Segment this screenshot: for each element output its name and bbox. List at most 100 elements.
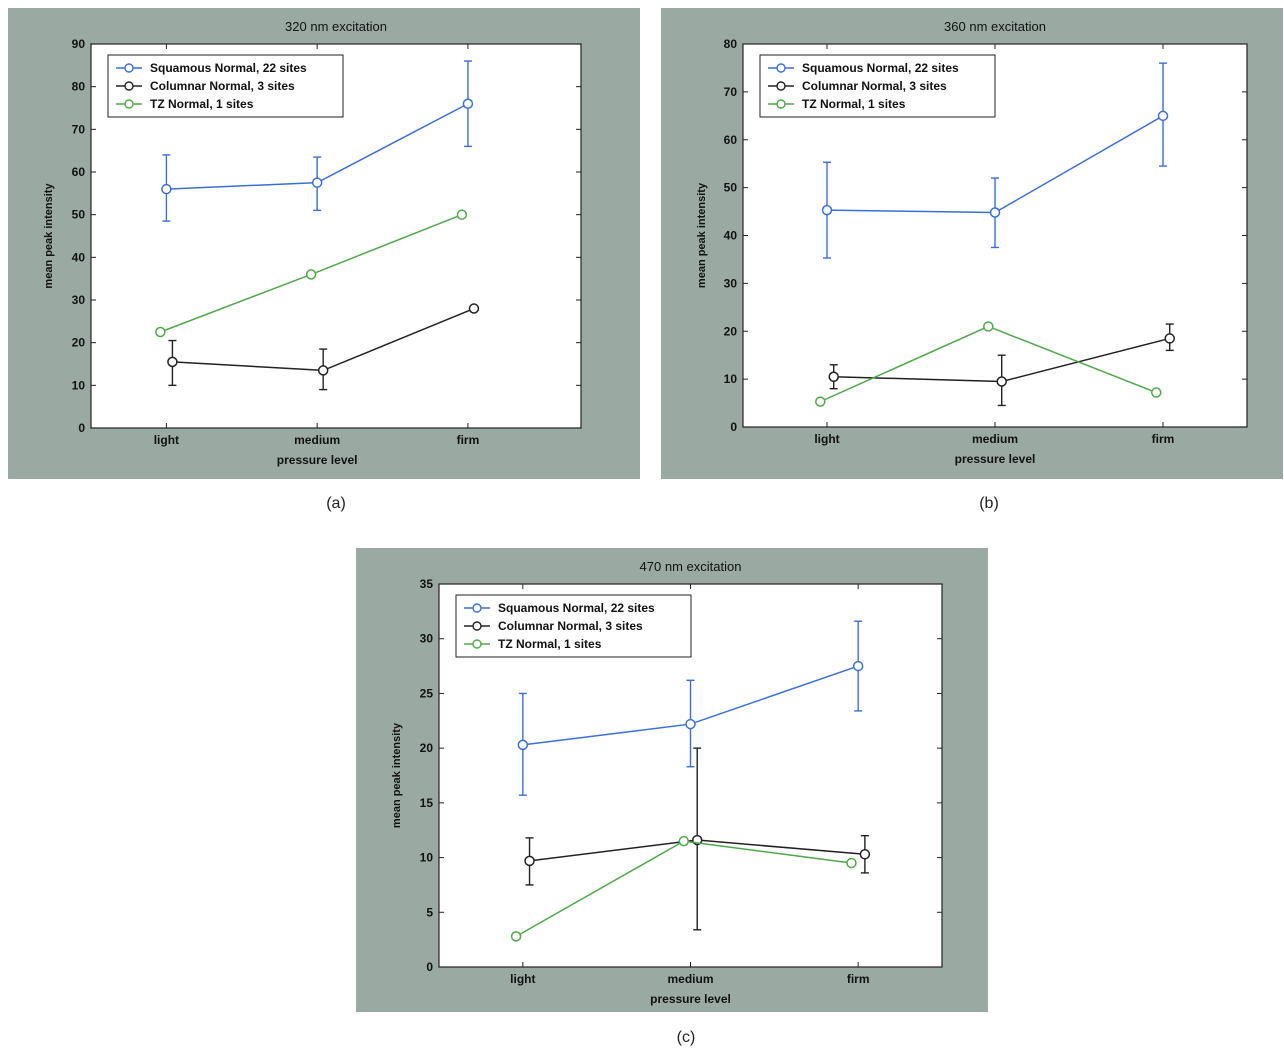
- chart-svg: 470 nm excitation 0 5 10 15 20 25 30 35 light medi…: [356, 548, 988, 1012]
- series-2: [524, 747, 871, 931]
- series-2: [167, 303, 480, 391]
- data-point: [678, 835, 690, 847]
- y-tick-label: 90: [72, 37, 86, 51]
- x-tick-label: light: [510, 972, 535, 986]
- chart-svg: 320 nm excitation 0 10 20 30 40 50 60 70 80 90 ligh…: [8, 8, 640, 479]
- y-tick-label: 10: [420, 851, 434, 865]
- legend-box: [107, 54, 344, 118]
- chart-title: 470 nm excitation: [640, 559, 742, 574]
- y-tick-label: 15: [420, 796, 434, 810]
- data-point: [859, 849, 871, 860]
- y-tick-label: 20: [724, 324, 738, 338]
- y-tick-label: 25: [420, 686, 434, 700]
- x-tick-label: medium: [972, 432, 1018, 446]
- data-point: [983, 321, 994, 332]
- series-1: [821, 62, 1169, 259]
- x-tick-label: light: [154, 433, 179, 447]
- data-point: [996, 376, 1007, 387]
- chart-panel-c: 470 nm excitation 0 5 10 15 20 25 30 35 light medi…: [356, 548, 988, 1012]
- legend-swatch-marker: [472, 621, 482, 631]
- caption-c: (c): [676, 1029, 696, 1046]
- data-point: [524, 855, 535, 867]
- chart-panel-b: 360 nm excitation 0 10 20 30 40 50 60 70 80 light m…: [661, 8, 1283, 479]
- legend-swatch-marker: [776, 63, 786, 73]
- y-axis-label: mean peak intensity: [391, 722, 403, 828]
- legend-entry: Columnar Normal, 3 sites: [802, 79, 947, 93]
- legend-entry: TZ Normal, 1 sites: [498, 637, 602, 651]
- y-tick-label: 0: [78, 421, 85, 435]
- y-tick-label: 5: [426, 905, 433, 919]
- legend-swatch-marker: [124, 63, 134, 73]
- x-tick-label: firm: [847, 972, 870, 986]
- y-axis-label: mean peak intensity: [696, 182, 708, 288]
- y-tick-label: 50: [72, 208, 86, 222]
- data-point: [468, 303, 480, 314]
- y-tick-label: 30: [72, 293, 86, 307]
- legend: Squamous Normal, 22 sites Columnar Normal…: [107, 54, 344, 118]
- y-tick-label: 80: [72, 80, 86, 94]
- data-point: [517, 739, 529, 751]
- x-tick-label: medium: [667, 972, 713, 986]
- legend-entry: Squamous Normal, 22 sites: [802, 61, 959, 75]
- data-point: [1157, 110, 1169, 122]
- y-axis-label: mean peak intensity: [43, 183, 55, 289]
- legend-box: [455, 594, 692, 658]
- y-tick-label: 10: [72, 378, 86, 392]
- y-tick-label: 40: [724, 229, 738, 243]
- legend-entry: Squamous Normal, 22 sites: [150, 61, 307, 75]
- chart-title: 360 nm excitation: [944, 19, 1046, 34]
- x-axis-label: pressure level: [650, 992, 731, 1006]
- caption-a: (a): [326, 495, 346, 512]
- x-axis-label: pressure level: [277, 453, 358, 467]
- legend-swatch-marker: [124, 81, 134, 91]
- data-point: [828, 371, 839, 382]
- chart-svg: 360 nm excitation 0 10 20 30 40 50 60 70 80 light m…: [661, 8, 1283, 479]
- data-point: [852, 660, 864, 672]
- x-axis-label: pressure level: [955, 452, 1036, 466]
- data-point: [167, 356, 178, 368]
- series-1: [517, 620, 864, 796]
- legend-swatch-marker: [124, 99, 134, 109]
- data-point: [456, 209, 468, 220]
- y-tick-label: 20: [420, 741, 434, 755]
- data-point: [815, 396, 826, 407]
- y-tick-label: 80: [724, 37, 738, 51]
- legend-swatch-marker: [776, 99, 786, 109]
- legend-swatch-marker: [472, 603, 482, 613]
- legend-entry: Columnar Normal, 3 sites: [498, 619, 643, 633]
- legend-entry: Columnar Normal, 3 sites: [150, 79, 295, 93]
- y-tick-label: 30: [724, 276, 738, 290]
- data-point: [685, 718, 696, 730]
- legend: Squamous Normal, 22 sites Columnar Normal…: [759, 54, 996, 118]
- chart-title: 320 nm excitation: [285, 19, 387, 34]
- chart-panel-a: 320 nm excitation 0 10 20 30 40 50 60 70 80 90 ligh…: [8, 8, 640, 479]
- x-tick-label: firm: [457, 433, 480, 447]
- y-tick-label: 10: [724, 372, 738, 386]
- y-tick-label: 60: [724, 133, 738, 147]
- data-point: [161, 183, 172, 195]
- legend-entry: TZ Normal, 1 sites: [150, 97, 254, 111]
- series-3: [155, 209, 468, 338]
- y-tick-label: 70: [724, 85, 738, 99]
- data-point: [1151, 387, 1162, 398]
- data-point: [846, 857, 857, 869]
- y-tick-label: 0: [426, 960, 433, 974]
- y-tick-label: 35: [420, 577, 434, 591]
- legend-entry: Squamous Normal, 22 sites: [498, 601, 655, 615]
- y-tick-label: 30: [420, 632, 434, 646]
- data-point: [305, 269, 317, 280]
- y-tick-label: 40: [72, 250, 86, 264]
- data-point: [311, 177, 323, 188]
- data-point: [462, 98, 474, 109]
- data-point: [317, 365, 329, 376]
- y-tick-label: 0: [730, 420, 737, 434]
- series-3: [815, 321, 1162, 407]
- legend-swatch-marker: [776, 81, 786, 91]
- data-point: [1164, 333, 1175, 344]
- series-3: [510, 835, 857, 942]
- x-tick-label: medium: [294, 433, 340, 447]
- legend-swatch-marker: [472, 639, 482, 649]
- y-tick-label: 20: [72, 336, 86, 350]
- legend: Squamous Normal, 22 sites Columnar Normal…: [455, 594, 692, 658]
- data-point: [989, 207, 1001, 218]
